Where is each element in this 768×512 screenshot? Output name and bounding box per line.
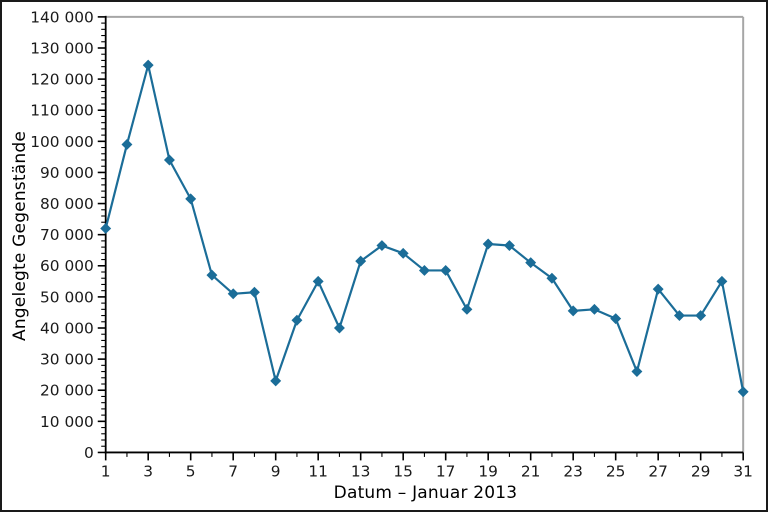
data-point-marker [567, 305, 579, 317]
data-point-marker [100, 222, 112, 234]
x-tick-label: 13 [351, 462, 371, 480]
x-tick-label: 15 [393, 462, 413, 480]
data-point-marker [333, 322, 345, 334]
data-point-marker [163, 154, 175, 166]
data-point-marker [142, 59, 154, 71]
data-point-marker [525, 257, 537, 269]
x-tick-label: 23 [563, 462, 583, 480]
x-tick-label: 25 [606, 462, 626, 480]
y-tick-label: 0 [84, 444, 94, 462]
data-point-marker [503, 240, 515, 252]
x-tick-label: 3 [143, 462, 153, 480]
y-tick-label: 100 000 [30, 133, 94, 151]
y-tick-label: 140 000 [30, 8, 94, 26]
data-point-marker [376, 240, 388, 252]
data-point-marker [227, 288, 239, 300]
x-tick-label: 1 [101, 462, 111, 480]
y-tick-label: 110 000 [30, 102, 94, 120]
data-point-marker [716, 275, 728, 287]
data-point-marker [588, 303, 600, 315]
x-tick-label: 19 [478, 462, 498, 480]
data-point-marker [121, 138, 133, 150]
data-point-marker [397, 247, 409, 259]
data-point-marker [248, 286, 260, 298]
y-tick-label: 80 000 [40, 195, 94, 213]
x-tick-label: 7 [228, 462, 238, 480]
data-point-marker [737, 386, 749, 398]
x-tick-label: 29 [691, 462, 711, 480]
data-point-marker [673, 310, 685, 322]
data-point-marker [291, 314, 303, 326]
y-tick-label: 90 000 [40, 164, 94, 182]
data-point-marker [206, 269, 218, 281]
x-tick-label: 11 [308, 462, 328, 480]
y-axis-title: Angelegte Gegenstände [10, 131, 30, 341]
x-tick-label: 9 [271, 462, 281, 480]
data-point-marker [695, 310, 707, 322]
data-line [104, 64, 745, 393]
data-point-marker [355, 255, 367, 267]
x-tick-label: 31 [733, 462, 753, 480]
data-point-marker [482, 238, 494, 250]
y-tick-label: 130 000 [30, 39, 94, 57]
y-tick-label: 10 000 [40, 413, 94, 431]
y-tick-label: 60 000 [40, 257, 94, 275]
data-point-marker [652, 283, 664, 295]
data-point-marker [461, 303, 473, 315]
data-point-marker [418, 264, 430, 276]
y-tick-label: 120 000 [30, 71, 94, 89]
x-tick-label: 5 [186, 462, 196, 480]
data-point-marker [440, 264, 452, 276]
data-point-marker [312, 275, 324, 287]
y-tick-label: 40 000 [40, 319, 94, 337]
x-tick-label: 21 [521, 462, 541, 480]
data-point-marker [270, 375, 282, 387]
y-tick-label: 50 000 [40, 288, 94, 306]
data-point-marker [610, 313, 622, 325]
x-tick-label: 27 [648, 462, 668, 480]
data-point-marker [185, 193, 197, 205]
x-tick-label: 17 [436, 462, 456, 480]
y-tick-label: 70 000 [40, 226, 94, 244]
data-point-marker [546, 272, 558, 284]
y-tick-label: 20 000 [40, 382, 94, 400]
y-tick-label: 30 000 [40, 351, 94, 369]
x-axis-title: Datum – Januar 2013 [333, 483, 518, 503]
data-point-marker [631, 366, 643, 378]
